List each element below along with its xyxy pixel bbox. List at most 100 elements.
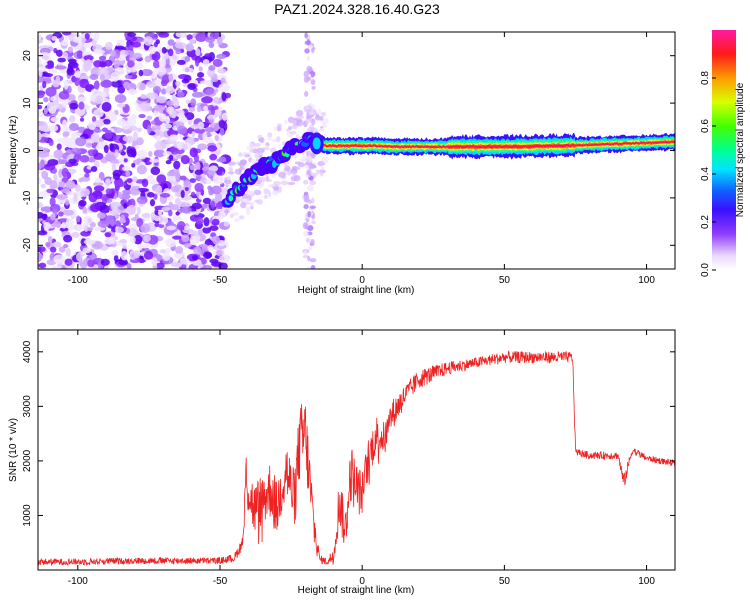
spectrogram-noise-blob: [78, 199, 87, 207]
spectrogram-noise-blob: [139, 102, 151, 108]
spectrogram-noise-blob: [205, 36, 215, 43]
spectrogram-noise-blob: [74, 76, 80, 87]
spectrogram-noise-blob: [184, 56, 191, 62]
spectrogram-noise-blob: [218, 120, 225, 129]
spectrogram-noise-blob: [240, 201, 247, 209]
spectrogram-noise-blob: [132, 52, 143, 59]
spectrogram-noise-blob: [208, 41, 215, 49]
spectrogram-x-tick-label: 100: [638, 275, 655, 286]
spectrogram-noise-blob: [306, 65, 313, 73]
spectrogram-noise-blob: [98, 55, 107, 62]
spectrogram-noise-blob: [82, 247, 92, 254]
spectrogram-noise-blob: [43, 221, 51, 230]
spectrogram-noise-blob: [267, 137, 273, 141]
spectrogram-noise-blob: [141, 69, 153, 77]
spectrogram-noise-blob: [53, 174, 58, 181]
snr-x-tick-label: 100: [638, 576, 655, 587]
spectrogram-noise-blob: [155, 185, 163, 196]
spectrogram-noise-blob: [65, 218, 71, 227]
spectrogram-noise-blob: [254, 142, 261, 147]
spectrogram-noise-blob: [299, 158, 306, 162]
spectrogram-noise-blob: [293, 119, 297, 125]
spectrogram-noise-blob: [309, 176, 314, 180]
spectrogram-noise-blob: [61, 167, 69, 178]
colorbar-gradient: [712, 30, 736, 270]
spectrogram-noise-blob: [101, 101, 112, 112]
spectrogram-noise-blob: [53, 254, 65, 264]
spectrogram-noise-blob: [38, 58, 43, 65]
spectrogram-noise-blob: [175, 211, 180, 216]
spectrogram-noise-blob: [265, 142, 270, 147]
spectrogram-noise-blob: [238, 152, 243, 157]
spectrogram-noise-blob: [140, 223, 151, 233]
spectrogram-noise-blob: [197, 143, 208, 151]
spectrogram-noise-blob: [79, 155, 90, 163]
spectrogram-noise-blob: [114, 181, 127, 187]
spectrogram-noise-blob: [254, 152, 260, 159]
spectrogram-noise-blob: [137, 149, 148, 160]
snr-y-tick-label: 3000: [22, 395, 33, 418]
spectrogram-noise-blob: [40, 183, 47, 189]
spectrogram-noise-blob: [303, 250, 308, 256]
spectrogram-noise-blob: [41, 170, 49, 180]
spectrogram-noise-blob: [202, 226, 212, 234]
spectrogram-noise-blob: [123, 202, 128, 209]
colorbar-tick-label: 0.0: [700, 263, 711, 277]
spectrogram-noise-blob: [158, 32, 170, 38]
spectrogram-noise-blob: [238, 215, 245, 220]
spectrogram-noise-blob: [100, 258, 110, 266]
spectrogram-noise-blob: [188, 38, 196, 45]
spectrogram-noise-blob: [128, 44, 134, 51]
spectrogram-noise-blob: [321, 156, 329, 164]
spectrogram-noise-blob: [150, 211, 155, 222]
spectrogram-noise-blob: [276, 135, 281, 143]
spectrogram-noise-blob: [141, 244, 149, 249]
snr-y-tick-label: 1000: [22, 504, 33, 527]
spectrogram-noise-blob: [203, 105, 209, 112]
spectrogram-noise-blob: [149, 198, 156, 207]
spectrogram-noise-blob: [48, 68, 58, 74]
spectrogram-noise-blob: [117, 191, 123, 199]
spectrogram-noise-blob: [138, 69, 144, 77]
spectrogram-noise-blob: [221, 112, 228, 121]
spectrogram-noise-blob: [83, 215, 93, 225]
spectrogram-noise-blob: [309, 180, 317, 186]
spectrogram-noise-blob: [164, 248, 171, 254]
spectrogram-noise-blob: [62, 119, 68, 129]
spectrogram-noise-blob: [173, 160, 181, 170]
spectrogram-noise-blob: [206, 114, 217, 121]
spectrogram-noise-blob: [38, 202, 44, 209]
spectrogram-noise-blob: [216, 158, 227, 163]
spectrogram-noise-blob: [83, 225, 89, 232]
spectrogram-noise-blob: [63, 234, 73, 243]
spectrogram-noise-blob: [87, 259, 95, 268]
spectrogram-noise-blob: [207, 244, 214, 251]
spectrogram-noise-blob: [284, 165, 291, 172]
spectrogram-noise-blob: [64, 199, 70, 206]
spectrogram-noise-blob: [305, 119, 309, 126]
snr-x-tick-label: 0: [359, 576, 365, 587]
spectrogram-noise-blob: [111, 164, 117, 172]
spectrogram-noise-blob: [267, 132, 273, 138]
spectrogram-noise-blob: [83, 43, 93, 48]
spectrogram-noise-blob: [117, 84, 126, 94]
spectrogram-noise-blob: [208, 118, 215, 124]
spectrogram-noise-blob: [147, 124, 152, 134]
spectrogram-noise-blob: [158, 215, 169, 225]
spectrogram-noise-blob: [193, 246, 202, 255]
spectrogram-noise-blob: [67, 61, 79, 69]
spectrogram-noise-blob: [139, 94, 149, 99]
spectrogram-noise-blob: [195, 32, 207, 42]
spectrogram-noise-blob: [67, 58, 77, 63]
spectrogram-noise-blob: [195, 48, 201, 57]
spectrogram-noise-blob: [161, 74, 170, 85]
spectrogram-noise-blob: [150, 166, 161, 176]
spectrogram-noise-blob: [302, 179, 309, 185]
snr-x-tick-label: -50: [213, 576, 228, 587]
spectrogram-noise-blob: [70, 231, 80, 239]
spectrogram-noise-blob: [152, 129, 164, 140]
spectrogram-noise-blob: [94, 49, 106, 55]
spectrogram-noise-blob: [50, 124, 59, 132]
